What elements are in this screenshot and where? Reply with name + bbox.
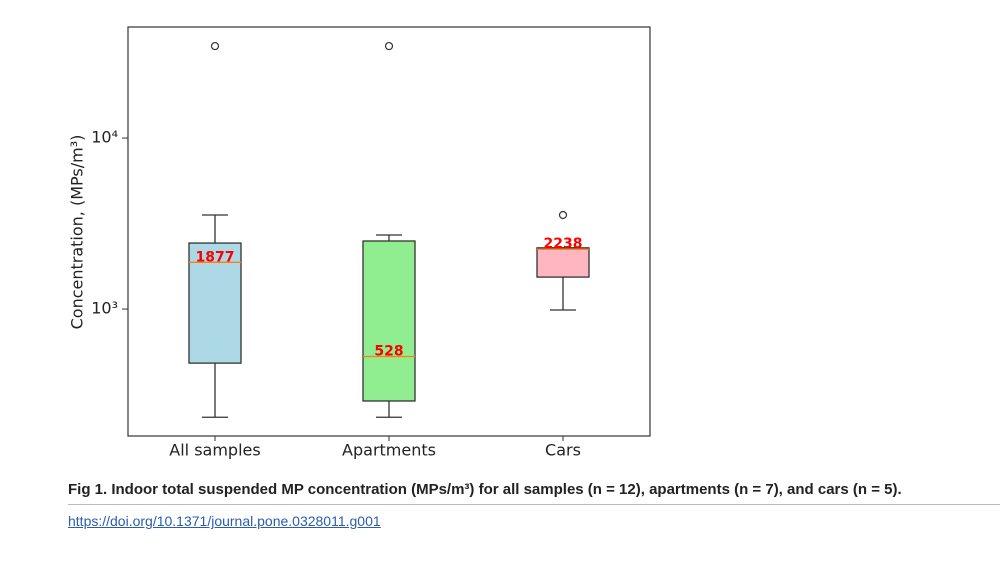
outlier <box>210 41 220 51</box>
median-label: 1877 <box>196 249 235 265</box>
x-tick-label: All samples <box>169 441 260 460</box>
doi-link[interactable]: https://doi.org/10.1371/journal.pone.032… <box>68 513 381 529</box>
median-label: 2238 <box>544 236 583 252</box>
box <box>536 247 590 278</box>
y-axis-label: Concentration, (MPs/m³) <box>68 135 87 330</box>
x-tick-label: Cars <box>545 441 581 460</box>
y-tick-label: 10⁴ <box>91 128 118 147</box>
median-label: 528 <box>374 343 403 359</box>
box <box>188 242 242 364</box>
chart: Concentration, (MPs/m³) 10³ 10⁴ All sample… <box>68 26 651 460</box>
y-tick-label: 10³ <box>91 299 118 318</box>
outlier <box>558 210 568 220</box>
caption-label: Fig 1. <box>68 481 108 498</box>
outlier <box>384 41 394 51</box>
caption-text: Indoor total suspended MP concentration … <box>111 481 902 498</box>
caption: Fig 1. Indoor total suspended MP concent… <box>68 481 1000 505</box>
box <box>362 240 416 402</box>
x-tick-label: Apartments <box>342 441 436 460</box>
